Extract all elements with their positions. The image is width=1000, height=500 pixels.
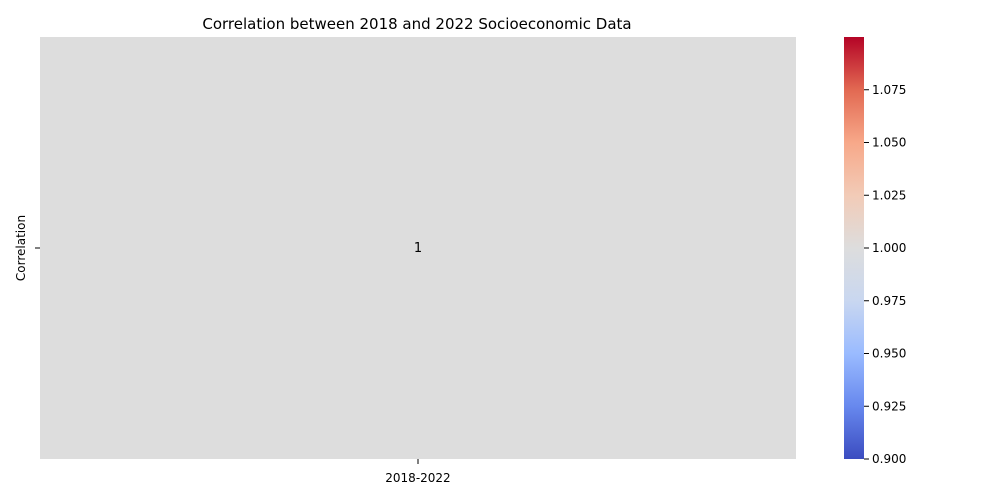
colorbar-tick-label: 0.975 (872, 294, 906, 308)
x-tick-label: 2018-2022 (385, 471, 450, 485)
colorbar-tick-label: 0.950 (872, 347, 906, 361)
heatmap-cell (40, 37, 796, 459)
y-tick-label: Correlation (14, 215, 28, 281)
colorbar-tick-label: 1.050 (872, 136, 906, 150)
colorbar-tick-label: 0.925 (872, 399, 906, 413)
colorbar-gradient (844, 37, 864, 459)
heatmap-plot-area: 1 (40, 37, 796, 459)
colorbar-tick-label: 1.075 (872, 83, 906, 97)
colorbar-tick-label: 1.000 (872, 241, 906, 255)
y-axis: Correlation (14, 215, 40, 281)
chart-title: Correlation between 2018 and 2022 Socioe… (202, 15, 631, 33)
colorbar-tick-label: 1.025 (872, 188, 906, 202)
colorbar-ticks: 0.900 0.925 0.950 0.975 1.000 1.025 1.050 1.075 (864, 83, 906, 466)
colorbar-tick-label: 0.900 (872, 452, 906, 466)
colorbar: 0.900 0.925 0.950 0.975 1.000 1.025 1.050 1.075 (844, 37, 906, 466)
x-axis: 2018-2022 (385, 459, 451, 485)
cell-annotation: 1 (414, 241, 422, 256)
